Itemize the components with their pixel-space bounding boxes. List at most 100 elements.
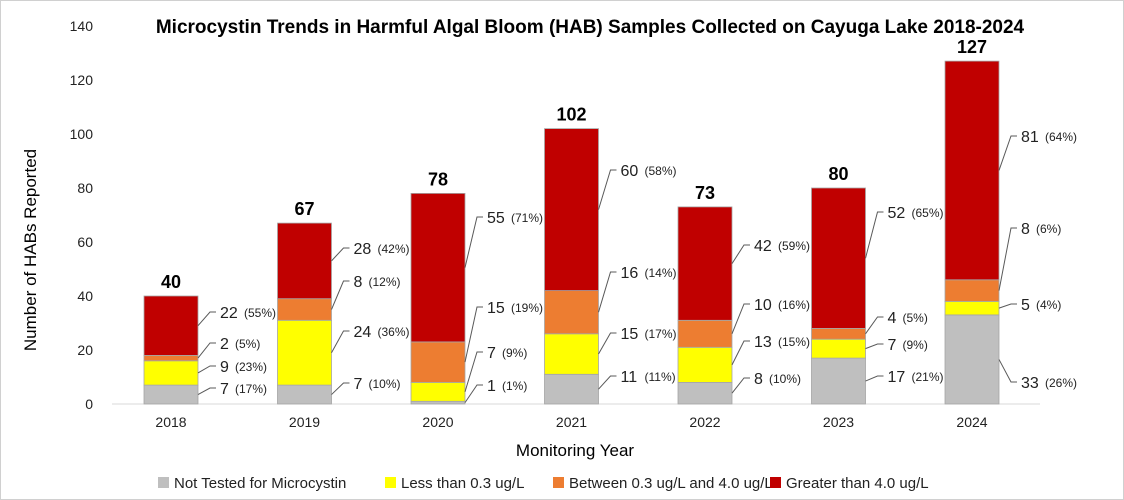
bar-segment <box>677 319 733 348</box>
leader-line <box>464 351 483 392</box>
leader-line <box>197 387 216 395</box>
legend-label: Greater than 4.0 ug/L <box>786 475 929 492</box>
percent-label: (11%) <box>645 370 676 384</box>
bar-segment <box>677 381 733 405</box>
y-tick-label: 40 <box>77 288 93 304</box>
total-label: 73 <box>695 183 715 203</box>
bar-segment <box>811 327 866 340</box>
bar-segment <box>143 384 199 405</box>
bar-segment <box>677 206 733 321</box>
leader-line <box>197 365 216 374</box>
percent-label: (55%) <box>244 306 276 320</box>
bar-segment <box>143 354 199 362</box>
bar-segment <box>143 360 199 386</box>
percent-label: (21%) <box>912 370 944 384</box>
leader-line <box>998 227 1017 291</box>
leader-line <box>998 303 1017 309</box>
y-tick-label: 140 <box>70 18 94 34</box>
y-tick-label: 80 <box>77 180 93 196</box>
bar-segment <box>143 295 199 356</box>
leader-line <box>865 316 884 335</box>
total-label: 102 <box>556 105 586 125</box>
data-label: 8 <box>1021 221 1030 238</box>
data-label: 10 <box>754 297 772 314</box>
bar-segment <box>544 290 599 335</box>
total-label: 80 <box>828 164 848 184</box>
data-label: 7 <box>354 376 363 393</box>
y-axis-title: Number of HABs Reported <box>21 149 40 351</box>
data-label: 24 <box>354 324 372 341</box>
data-label: 60 <box>621 163 639 180</box>
percent-label: (17%) <box>235 382 267 396</box>
bar-segment <box>410 400 466 405</box>
y-tick-label: 60 <box>77 234 93 250</box>
x-tick-label: 2018 <box>155 414 186 430</box>
bar-segment <box>811 187 866 329</box>
data-label: 4 <box>888 310 897 327</box>
total-label: 78 <box>428 169 448 189</box>
data-label: 16 <box>621 265 639 282</box>
data-label: 17 <box>888 369 906 386</box>
leader-line <box>865 343 884 350</box>
leader-line <box>331 280 350 310</box>
percent-label: (4%) <box>1036 298 1061 312</box>
legend-swatch <box>553 477 564 488</box>
percent-label: (10%) <box>369 377 401 391</box>
data-label: 42 <box>754 238 772 255</box>
bar-segment <box>277 222 332 300</box>
leader-line <box>731 377 750 394</box>
percent-label: (23%) <box>235 360 267 374</box>
percent-label: (12%) <box>369 275 401 289</box>
percent-label: (64%) <box>1045 130 1077 144</box>
bar-segment <box>811 357 866 405</box>
legend-label: Less than 0.3 ug/L <box>401 475 524 492</box>
percent-label: (10%) <box>769 372 801 386</box>
bar-segment <box>277 319 332 386</box>
data-label: 7 <box>220 381 229 398</box>
percent-label: (16%) <box>778 298 810 312</box>
data-label: 52 <box>888 205 906 222</box>
legend-swatch <box>158 477 169 488</box>
data-label: 15 <box>487 300 505 317</box>
percent-label: (15%) <box>778 335 810 349</box>
x-tick-label: 2023 <box>823 414 854 430</box>
leader-line <box>598 169 617 210</box>
data-label: 81 <box>1021 129 1039 146</box>
leader-line <box>331 330 350 353</box>
data-label: 7 <box>487 345 496 362</box>
leader-line <box>731 340 750 366</box>
leader-line <box>197 342 216 359</box>
legend-label: Between 0.3 ug/L and 4.0 ug/L <box>569 475 773 492</box>
percent-label: (59%) <box>778 239 810 253</box>
leader-line <box>197 311 216 327</box>
data-label: 8 <box>754 371 763 388</box>
data-label: 7 <box>888 337 897 354</box>
bar-segment <box>277 298 332 321</box>
total-label: 127 <box>957 37 987 57</box>
bar-segment <box>944 314 1000 405</box>
leader-line <box>865 211 884 259</box>
bar-segment <box>677 346 733 383</box>
data-label: 33 <box>1021 375 1039 392</box>
percent-label: (58%) <box>645 164 677 178</box>
bar-segment <box>410 381 466 402</box>
leader-line <box>998 359 1017 383</box>
leader-line <box>464 384 483 403</box>
leader-line <box>598 375 617 390</box>
percent-label: (9%) <box>502 346 527 360</box>
leader-line <box>598 271 617 313</box>
y-tick-label: 20 <box>77 342 93 358</box>
x-axis-title: Monitoring Year <box>516 441 634 460</box>
data-label: 13 <box>754 334 772 351</box>
percent-label: (19%) <box>511 301 543 315</box>
data-label: 8 <box>354 274 363 291</box>
y-tick-label: 120 <box>70 72 94 88</box>
percent-label: (36%) <box>378 325 410 339</box>
x-tick-label: 2019 <box>289 414 320 430</box>
percent-label: (71%) <box>511 211 543 225</box>
percent-label: (65%) <box>912 206 944 220</box>
leader-line <box>598 332 617 355</box>
bar-segment <box>944 60 1000 281</box>
legend-swatch <box>770 477 781 488</box>
